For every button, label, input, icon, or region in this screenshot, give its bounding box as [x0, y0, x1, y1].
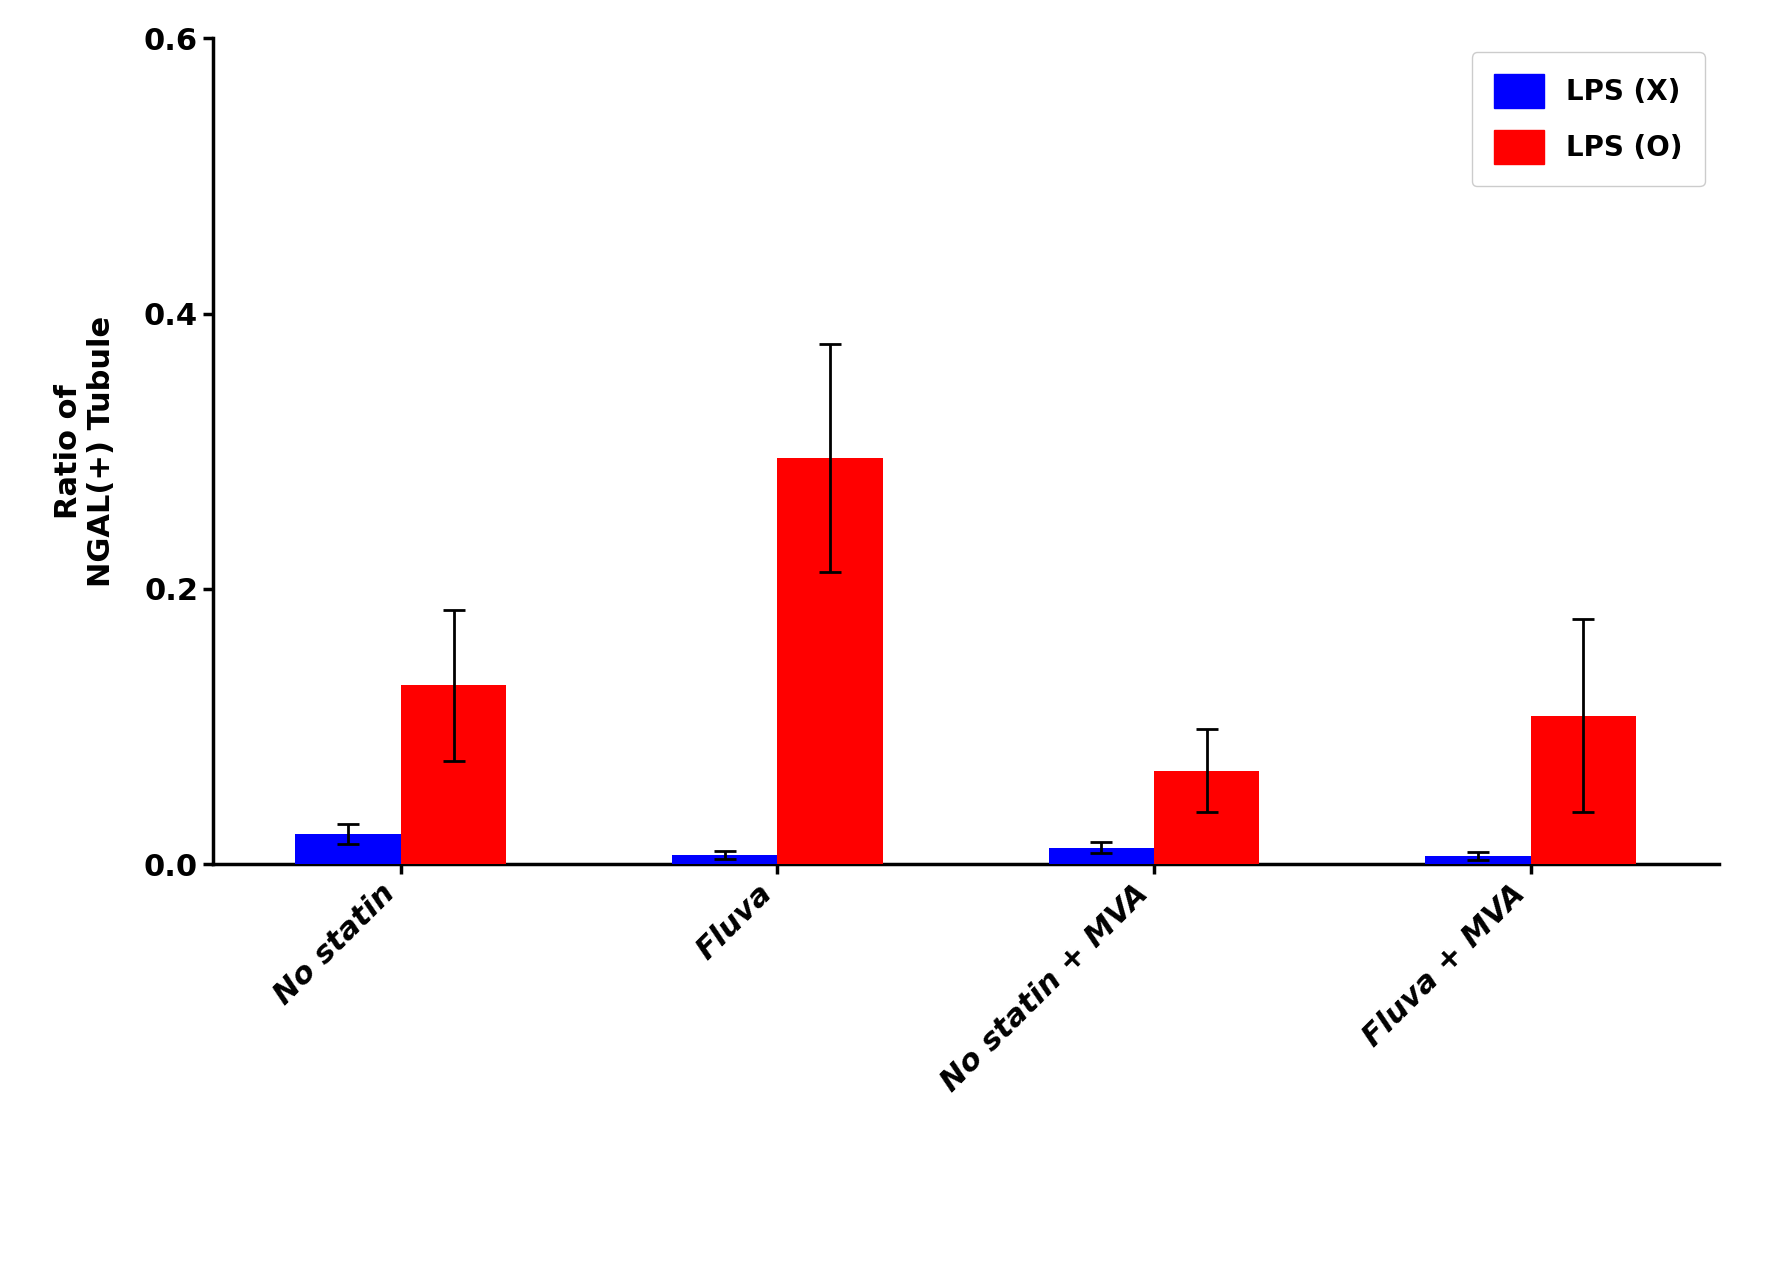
Bar — [778, 458, 882, 864]
Bar — [296, 834, 400, 864]
Bar — [672, 854, 778, 864]
Legend: LPS (X), LPS (O): LPS (X), LPS (O) — [1473, 52, 1705, 187]
Bar — [1425, 857, 1531, 864]
Bar — [1154, 770, 1260, 864]
Bar — [400, 685, 507, 864]
Y-axis label: Ratio of
NGAL(+) Tubule: Ratio of NGAL(+) Tubule — [53, 315, 117, 587]
Bar — [1049, 848, 1154, 864]
Bar — [1531, 716, 1636, 864]
